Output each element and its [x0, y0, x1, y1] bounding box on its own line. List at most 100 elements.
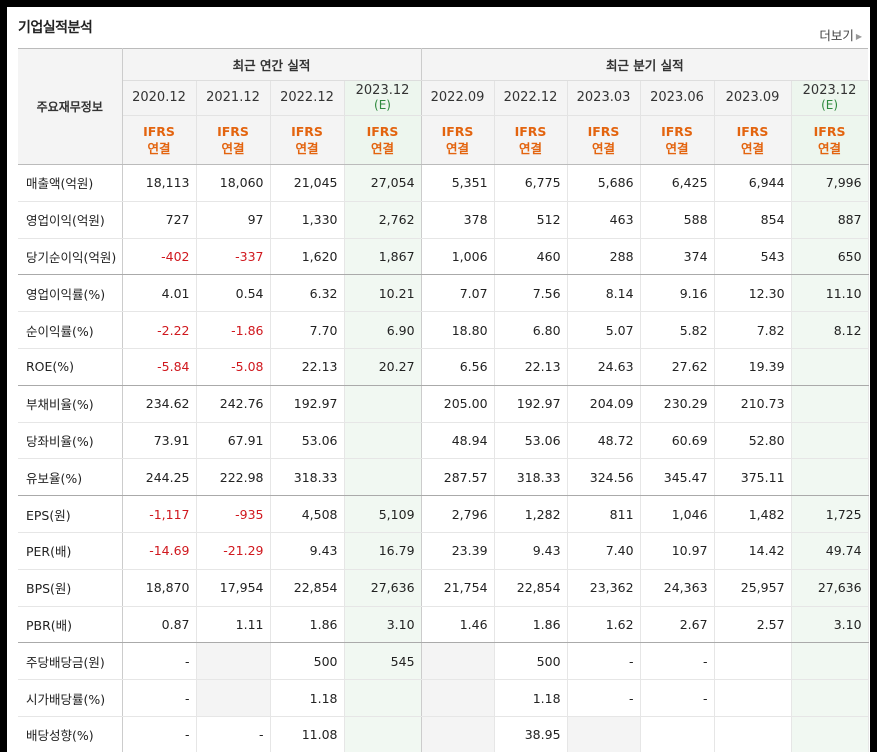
data-cell: 18,870	[122, 569, 197, 607]
data-cell: 244.25	[122, 458, 197, 497]
period-label: 2022.09	[430, 90, 485, 105]
data-cell: -1,117	[122, 495, 197, 533]
data-cell: 192.97	[270, 385, 345, 423]
data-cell: 27.62	[640, 348, 715, 386]
data-cell: 1,482	[714, 495, 792, 533]
data-cell: 887	[791, 201, 869, 239]
accounting-standard-header: IFRS 연결	[122, 115, 197, 165]
data-cell: 6.56	[421, 348, 495, 386]
data-cell: 0.87	[122, 606, 197, 644]
data-cell: 17,954	[196, 569, 271, 607]
standard-consolidated-label: 연결	[221, 141, 245, 156]
data-cell: 24.63	[567, 348, 641, 386]
data-cell: 6,425	[640, 164, 715, 202]
data-cell: 2,762	[344, 201, 422, 239]
data-cell: 6,944	[714, 164, 792, 202]
table-row: 당기순이익(억원) -402 -337 1,620 1,867 1,006 460 288 37…	[18, 238, 869, 276]
data-cell: 0.54	[196, 274, 271, 313]
standard-consolidated-label: 연결	[147, 141, 171, 156]
data-cell: 6,775	[494, 164, 568, 202]
data-cell: 60.69	[640, 422, 715, 460]
data-cell: 18,060	[196, 164, 271, 202]
data-cell: 318.33	[494, 458, 568, 497]
data-cell: 53.06	[494, 422, 568, 460]
data-cell: 22.13	[270, 348, 345, 386]
period-label: 2023.03	[576, 90, 631, 105]
row-label: ROE(%)	[18, 348, 123, 386]
period-header: 2021.12	[196, 80, 271, 116]
table-row: 순이익률(%) -2.22 -1.86 7.70 6.90 18.80 6.80 5.07 5.…	[18, 311, 869, 349]
data-cell: 19.39	[714, 348, 792, 386]
data-cell: 11.08	[270, 716, 345, 752]
standard-ifrs-label: IFRS	[441, 124, 474, 139]
data-cell: 1,725	[791, 495, 869, 533]
data-cell: 22,854	[270, 569, 345, 607]
data-cell: 5,686	[567, 164, 641, 202]
data-cell: 854	[714, 201, 792, 239]
data-cell: 543	[714, 238, 792, 276]
data-cell: 7.82	[714, 311, 792, 349]
data-cell	[791, 422, 869, 460]
period-label: 2023.06	[650, 90, 704, 105]
data-cell: -935	[196, 495, 271, 533]
data-cell: 374	[640, 238, 715, 276]
data-cell: 205.00	[421, 385, 495, 423]
accounting-standard-header: IFRS 연결	[421, 115, 495, 165]
data-cell: 324.56	[567, 458, 641, 497]
data-cell	[714, 642, 792, 681]
data-cell: 4,508	[270, 495, 345, 533]
data-cell: 230.29	[640, 385, 715, 423]
data-cell: 650	[791, 238, 869, 276]
data-cell: 460	[494, 238, 568, 276]
standard-consolidated-label: 연결	[818, 141, 842, 156]
data-cell: 5,351	[421, 164, 495, 202]
standard-consolidated-label: 연결	[446, 141, 470, 156]
data-cell: 7.40	[567, 532, 641, 570]
standard-consolidated-label: 연결	[371, 141, 395, 156]
standard-ifrs-label: IFRS	[143, 124, 175, 139]
data-cell: 1,620	[270, 238, 345, 276]
data-cell	[791, 458, 869, 497]
data-cell: 1,006	[421, 238, 495, 276]
data-cell: -	[567, 642, 641, 681]
accounting-standard-header: IFRS 연결	[196, 115, 271, 165]
data-cell: 8.14	[567, 274, 641, 313]
accounting-standard-header: IFRS 연결	[791, 115, 869, 165]
table-row: 배당성향(%) - -11.08 38.95	[18, 716, 869, 752]
row-label: 유보율(%)	[18, 458, 123, 497]
data-cell: 16.79	[344, 532, 422, 570]
data-cell: 210.73	[714, 385, 792, 423]
chevron-right-icon: ▶	[855, 32, 862, 41]
data-cell	[791, 385, 869, 423]
data-cell: 73.91	[122, 422, 197, 460]
data-cell: 500	[270, 642, 345, 681]
data-cell: 1.62	[567, 606, 641, 644]
table-row: 유보율(%) 244.25 222.98 318.33 287.57 318.33 324.…	[18, 458, 869, 497]
period-header: 2023.06	[640, 80, 715, 116]
data-cell: 7.07	[421, 274, 495, 313]
data-cell	[791, 716, 869, 752]
data-cell: 23.39	[421, 532, 495, 570]
more-link[interactable]: 더보기 ▶	[819, 25, 862, 44]
row-label: 주당배당금(원)	[18, 642, 123, 681]
row-label: EPS(원)	[18, 495, 123, 533]
period-header: 2020.12	[122, 80, 197, 116]
table-row: 매출액(억원) 18,113 18,060 21,045 27,054 5,351 6,77…	[18, 164, 869, 202]
period-header: 2022.09	[421, 80, 495, 116]
period-label: 2021.12	[206, 90, 260, 105]
row-label: 영업이익률(%)	[18, 274, 123, 313]
data-cell	[791, 642, 869, 681]
data-cell: -	[640, 642, 715, 681]
data-cell: 67.91	[196, 422, 271, 460]
data-cell: -	[122, 716, 197, 752]
data-cell: 378	[421, 201, 495, 239]
data-cell: 1.86	[494, 606, 568, 644]
row-label: 당좌비율(%)	[18, 422, 123, 460]
table-row: 영업이익(억원) 727 97 1,330 2,762 378 512 463 588 854 88…	[18, 201, 869, 239]
data-cell	[344, 422, 422, 460]
period-header: 2023.12 (E)	[791, 80, 869, 116]
data-cell: -	[122, 642, 197, 681]
data-cell: 318.33	[270, 458, 345, 497]
table-row: PER(배) -14.69 -21.29 9.43 16.79 23.39 9.43 7.40…	[18, 532, 869, 570]
data-cell: -5.08	[196, 348, 271, 386]
